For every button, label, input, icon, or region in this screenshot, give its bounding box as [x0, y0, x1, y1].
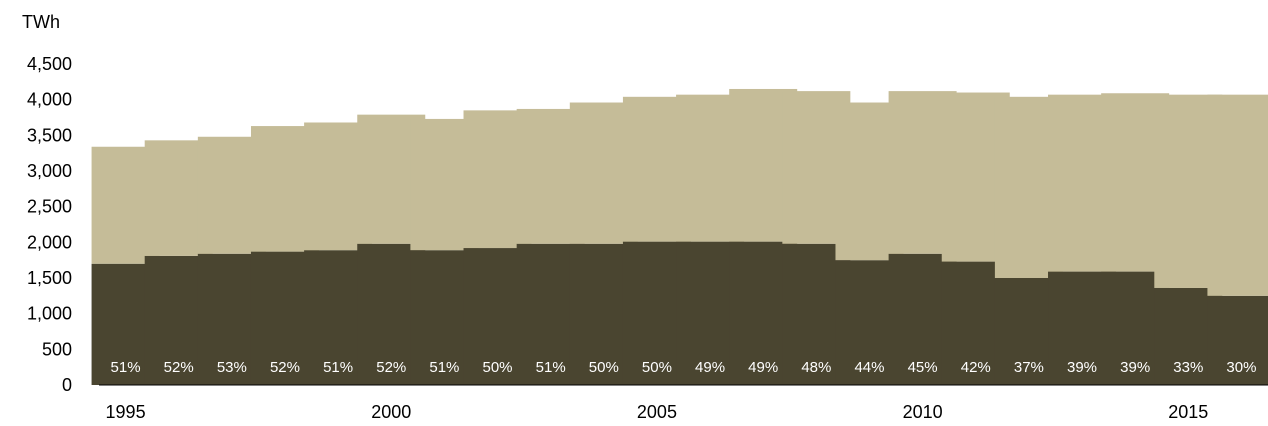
bar-2016-series-2: [1207, 94, 1268, 296]
bar-label-1998: 52%: [270, 359, 300, 376]
bar-label-2012: 37%: [1014, 359, 1044, 376]
y-tick-label: 1,000: [27, 304, 72, 324]
bar-label-2007: 49%: [748, 359, 778, 376]
x-tick-label: 2005: [637, 402, 677, 422]
bar-label-2011: 42%: [961, 359, 991, 376]
x-axis-tick-labels: 1995 2000 2005 2010 2015: [106, 402, 1209, 422]
bar-label-2001: 51%: [429, 359, 459, 376]
bar-label-2009: 44%: [854, 359, 884, 376]
bar-label-2003: 51%: [536, 359, 566, 376]
x-tick-label: 2000: [371, 402, 411, 422]
y-axis-unit-label: TWh: [22, 12, 60, 32]
x-tick-label: 2015: [1168, 402, 1208, 422]
bar-label-2002: 50%: [483, 359, 513, 376]
bar-label-2008: 48%: [801, 359, 831, 376]
y-tick-label: 4,500: [27, 54, 72, 74]
bar-2016-series-1: [1207, 295, 1268, 385]
y-axis-tick-labels: 0 500 1,000 1,500 2,000 2,500 3,000 3,500 4,000 4…: [27, 54, 72, 395]
bar-label-2010: 45%: [908, 359, 938, 376]
y-tick-label: 2,500: [27, 197, 72, 217]
y-tick-label: 500: [42, 339, 72, 359]
bar-label-2015: 33%: [1173, 359, 1203, 376]
y-tick-label: 3,500: [27, 125, 72, 145]
bar-label-1996: 52%: [164, 359, 194, 376]
bars-layer: 51% 52% 53% 52% 51% 52% 51% 50% 51% 50% 50% 49% 49% 4…: [91, 88, 1268, 385]
bar-label-2014: 39%: [1120, 359, 1150, 376]
x-tick-label: 2010: [903, 402, 943, 422]
y-tick-label: 4,000: [27, 90, 72, 110]
y-tick-label: 2,000: [27, 232, 72, 252]
y-tick-label: 0: [62, 375, 72, 395]
bar-label-1999: 51%: [323, 359, 353, 376]
bar-label-1995: 51%: [111, 359, 141, 376]
bar-label-2000: 52%: [376, 359, 406, 376]
x-tick-label: 1995: [106, 402, 146, 422]
bar-label-2013: 39%: [1067, 359, 1097, 376]
y-tick-label: 1,500: [27, 268, 72, 288]
bar-label-1997: 53%: [217, 359, 247, 376]
bar-label-2006: 49%: [695, 359, 725, 376]
bar-label-2005: 50%: [642, 359, 672, 376]
bar-label-2004: 50%: [589, 359, 619, 376]
y-tick-label: 3,000: [27, 161, 72, 181]
bar-label-2016: 30%: [1226, 359, 1256, 376]
